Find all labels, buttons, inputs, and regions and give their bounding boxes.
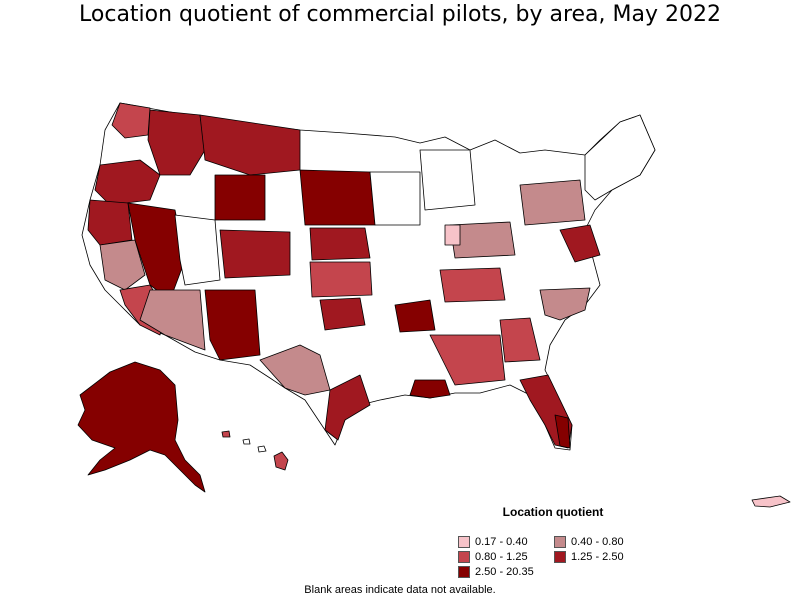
legend-swatch-1 [554,536,566,548]
legend-label-2: 0.80 - 1.25 [475,551,528,563]
puerto-rico-region [751,495,791,508]
alaska-region [77,361,206,493]
map-legend: Location quotient 0.17 - 0.40 0.40 - 0.8… [458,505,668,579]
area-ca-central [99,239,146,291]
legend-label-3: 1.25 - 2.50 [571,551,624,563]
footnote: Blank areas indicate data not available. [304,584,496,596]
area-ar [394,299,436,333]
area-wy [214,174,266,221]
legend-label-1: 0.40 - 0.80 [571,536,624,548]
area-tx-east [324,374,371,441]
area-az [139,289,206,351]
legend-title: Location quotient [502,505,604,519]
hawaii-island-2 [257,445,267,453]
area-ks [309,261,373,298]
area-il [444,224,461,246]
legend-item-4: 2.50 - 20.35 [458,565,554,579]
area-nm [204,289,261,361]
area-oh-in [449,221,516,259]
area-tn-ky [439,267,506,303]
legend-item-0: 0.17 - 0.40 [458,535,554,549]
area-nd-sd [299,169,376,226]
area-ca-north [87,199,133,246]
area-mi-wi [419,149,476,211]
legend-item-1: 0.40 - 0.80 [554,535,664,549]
hawaii-island-4 [221,430,231,438]
area-ms-al [429,334,506,386]
area-fl-south [554,414,571,449]
legend-swatch-0 [458,536,470,548]
area-la [409,379,451,399]
area-ne [309,227,371,261]
area-carolinas [539,287,591,321]
area-mid-atlantic [559,224,601,263]
legend-swatch-2 [458,551,470,563]
area-mt [199,114,301,176]
area-wa-west [111,102,151,139]
map-title: Location quotient of commercial pilots, … [79,2,721,27]
area-mn-ia [369,171,421,226]
legend-label-4: 2.50 - 20.35 [475,566,534,578]
legend-item-2: 0.80 - 1.25 [458,550,554,564]
area-new-england [584,114,656,201]
area-ga [499,317,541,363]
legend-label-0: 0.17 - 0.40 [475,536,528,548]
hawaii-island-3 [242,438,251,445]
hawaii-island-1 [273,451,289,471]
legend-swatch-3 [554,551,566,563]
area-co [219,229,291,279]
area-ut [174,214,221,286]
legend-item-3: 1.25 - 2.50 [554,550,664,564]
legend-swatch-4 [458,566,470,578]
area-or [94,159,161,206]
area-pa-ny [519,179,586,226]
area-ok [319,297,366,331]
